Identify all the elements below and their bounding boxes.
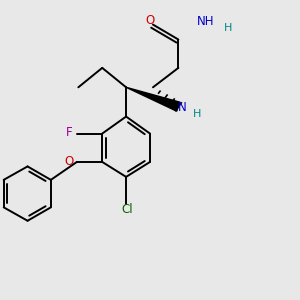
Text: N: N <box>178 101 186 114</box>
Text: H: H <box>224 22 232 33</box>
Text: O: O <box>146 14 154 28</box>
Polygon shape <box>126 87 180 111</box>
Text: NH: NH <box>196 15 214 28</box>
Text: Cl: Cl <box>121 203 133 216</box>
Text: H: H <box>193 109 201 118</box>
Text: F: F <box>66 126 73 139</box>
Text: O: O <box>65 155 74 168</box>
